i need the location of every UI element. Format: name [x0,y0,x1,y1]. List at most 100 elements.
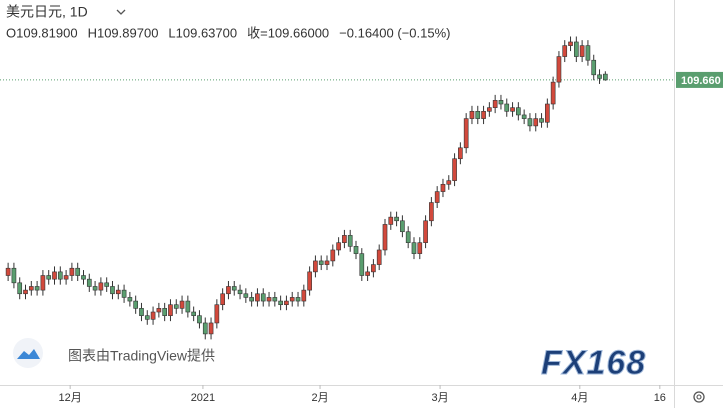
candle-body [394,216,399,222]
candle-body [469,111,475,119]
candle-body [40,275,46,291]
candle-body [487,107,492,112]
candle-body [266,297,272,302]
candle-body [550,81,556,105]
candle-body [185,300,191,313]
candle-body [86,278,92,287]
candle-body [75,267,81,276]
candle-body [5,267,11,276]
candle-body [353,246,359,254]
candle-body [46,275,52,280]
chart-title: 美元日元, 1D [6,4,88,20]
candle-body [434,191,440,203]
candle-body [539,118,544,123]
candle-body [579,45,585,57]
candle-body [121,289,127,298]
candle-body [301,289,307,302]
gear-hub[interactable] [696,394,702,400]
candle-body [243,293,249,298]
x-tick-label: 12月 [59,392,82,404]
candle-body [330,249,336,262]
candle-body [574,41,579,57]
candle-body [405,231,411,243]
candle-body [179,300,185,309]
candle-body [139,308,144,316]
candle-body [562,45,568,57]
candle-body [463,118,469,149]
candle-body [527,118,533,127]
candle-body [156,308,162,313]
candle-body [208,322,214,335]
candle-body [388,216,394,225]
x-tick-label: 2021 [191,392,215,404]
candle-body [260,293,266,302]
plot [0,36,675,340]
ohlc-value: 收=109.66000 [247,25,329,40]
candle-body [492,100,498,108]
watermark-logo [13,338,43,368]
candle-body [417,242,423,254]
candle-body [458,147,463,160]
candle-body [98,282,104,291]
candle-body [23,289,28,295]
candle-body [597,74,602,79]
candle-body [533,118,539,127]
candle-body [191,311,196,316]
candle-body [92,286,98,291]
candle-body [11,267,17,284]
candle-body [568,41,573,46]
candle-body [545,103,550,123]
candle-body [342,235,347,243]
candle-body [400,220,405,233]
candle-body [81,275,86,280]
candle-body [423,220,428,243]
candle-body [591,59,597,76]
candle-body [429,202,434,222]
candle-body [231,286,237,291]
candle-body [376,249,382,265]
candle-body [365,271,370,276]
fx168-logo: FX168 [541,344,646,382]
candle-body [214,304,220,324]
candle-body [52,271,57,280]
candle-body [255,293,260,302]
interval-chevron[interactable] [116,9,126,15]
candle-body [295,297,301,302]
candle-body [249,297,254,302]
candle-body [556,56,562,83]
last-price-label: 109.660 [681,75,721,87]
gear[interactable] [693,391,705,403]
candle-body [371,264,376,273]
tv-logo [17,349,40,359]
candle-body [289,297,295,302]
candle-body [144,315,150,320]
candle-body [313,260,318,273]
candle-body [278,300,283,306]
candle-body [324,260,330,265]
settings-icon[interactable] [693,391,705,403]
candle-body [220,293,225,306]
candle-body [284,300,289,306]
candle-body [411,242,417,254]
ohlc-value: O109.81900 [6,25,78,40]
ohlc-value: −0.16400 (−0.15%) [339,25,450,40]
candle-body [133,300,139,309]
candle-body [34,286,40,291]
ohlc-value: L109.63700 [168,25,237,40]
candle-body [57,271,63,280]
candle-body [115,289,121,295]
candle-body [28,286,34,291]
candle-body [307,271,312,291]
candle-body [452,158,457,181]
candle-body [347,235,353,247]
ohlc-value: H109.89700 [88,25,159,40]
ohlc-row: O109.81900 H109.89700 L109.63700 收=109.6600… [6,25,450,40]
candle-body [17,282,23,295]
candle-body [162,308,167,316]
candle-body [197,315,202,324]
candle-body [237,289,243,295]
candle-body [202,322,208,335]
candle-body [168,304,173,316]
candle-body [173,304,179,309]
